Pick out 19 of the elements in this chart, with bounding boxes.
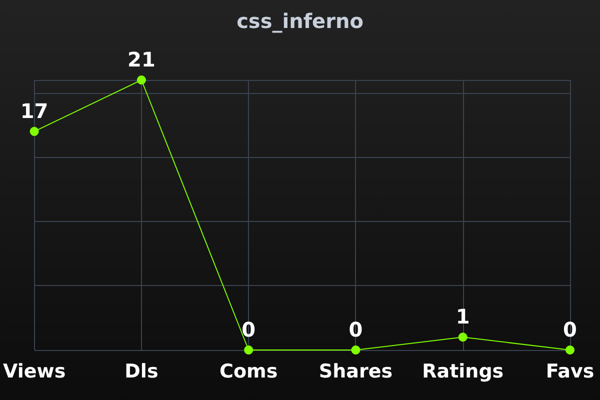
data-label: 0 [348,318,363,342]
data-label: 21 [128,48,156,72]
data-label: 1 [456,304,470,329]
point [30,126,39,136]
point [351,346,360,354]
x-tick-label: Dls [124,360,158,382]
data-label: 0 [242,318,256,342]
x-tick-label: Coms [220,360,278,382]
point [136,76,146,84]
point [566,346,574,354]
point [458,332,468,342]
x-tick-label: Favs [546,360,594,382]
x-tick-label: Ratings [422,360,504,382]
x-tick-label: Shares [318,360,393,382]
point [244,346,254,354]
chart-title: css_inferno [236,9,364,33]
x-tick-label: Views [2,360,66,382]
data-label: 0 [563,318,577,342]
data-label: 17 [20,98,48,123]
